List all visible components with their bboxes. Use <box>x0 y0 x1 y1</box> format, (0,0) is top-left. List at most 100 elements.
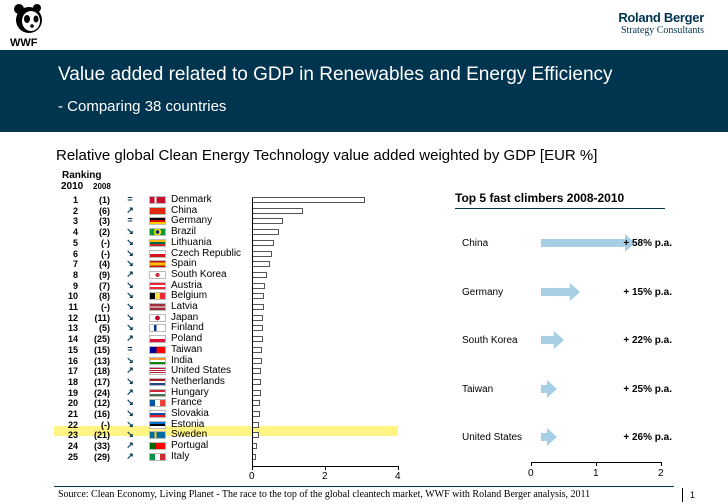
flag-france-icon <box>149 399 166 407</box>
bar <box>252 368 261 374</box>
bar <box>252 336 263 342</box>
rank-2010: 19 <box>67 388 78 398</box>
rank-2008: (-) <box>101 302 110 312</box>
trend-down-icon: ↘ <box>126 290 134 300</box>
rank-2008: (-) <box>101 249 110 259</box>
rank-2008: (5) <box>99 323 110 333</box>
bar <box>252 347 262 353</box>
climber-arrow <box>541 428 557 446</box>
trend-up-icon: ↗ <box>126 387 134 397</box>
climber-country: Germany <box>462 287 504 298</box>
trend-down-icon: ↘ <box>126 248 134 258</box>
rank-2008: (3) <box>99 216 110 226</box>
bar <box>252 400 260 406</box>
flag-denmark-icon <box>149 196 166 204</box>
header-band <box>0 50 728 132</box>
main-chart-baseline <box>252 198 253 466</box>
trend-down-icon: ↘ <box>126 301 134 311</box>
rank-2010: 25 <box>67 452 78 462</box>
trend-down-icon: ↘ <box>126 312 134 322</box>
climbers-rule <box>455 208 665 209</box>
bar <box>252 283 265 289</box>
country-label: Estonia <box>171 419 205 430</box>
flag-slovakia-icon <box>149 410 166 418</box>
country-label: Slovakia <box>171 408 209 419</box>
rank-2008: (6) <box>99 206 110 216</box>
page-title: Value added related to GDP in Renewables… <box>58 64 613 85</box>
x-tick-mark <box>661 462 662 466</box>
flag-italy-icon <box>149 453 166 461</box>
country-label: Czech Republic <box>171 248 242 259</box>
country-label: Belgium <box>171 290 208 301</box>
climber-country: United States <box>462 432 523 443</box>
bar <box>252 261 270 267</box>
country-label: Germany <box>171 215 213 226</box>
bar <box>252 272 267 278</box>
country-label: China <box>171 205 198 216</box>
x-tick-label: 2 <box>322 471 328 482</box>
rank-2008: (24) <box>93 388 110 398</box>
trend-down-icon: ↘ <box>126 429 134 439</box>
bar <box>252 218 283 224</box>
flag-portugal-icon <box>149 442 166 450</box>
flag-estonia-icon <box>149 421 166 429</box>
country-label: Taiwan <box>171 344 203 355</box>
bar <box>252 293 264 299</box>
bar <box>252 197 365 203</box>
flag-usa-icon <box>149 367 166 375</box>
rank-2008: (-) <box>101 420 110 430</box>
country-label: Japan <box>171 312 199 323</box>
rank-2010: 18 <box>67 377 78 387</box>
rank-2010: 5 <box>72 238 78 248</box>
ranking-col-2008: 2008 <box>93 182 111 191</box>
page-subtitle: - Comparing 38 countries <box>58 98 227 115</box>
rank-2010: 21 <box>67 409 78 419</box>
trend-down-icon: ↘ <box>126 376 134 386</box>
rank-2008: (7) <box>99 281 110 291</box>
source-note: Source: Clean Economy, Living Planet - T… <box>58 489 591 500</box>
rank-2010: 17 <box>67 366 78 376</box>
rank-2010: 9 <box>72 281 78 291</box>
flag-finland-icon <box>149 324 166 332</box>
panda-icon <box>14 4 42 33</box>
x-tick-mark <box>596 462 597 466</box>
trend-up-icon: ↗ <box>126 333 134 343</box>
trend-up-icon: ↗ <box>126 365 134 375</box>
rb-subtitle: Strategy Consultants <box>620 25 704 36</box>
trend-down-icon: ↘ <box>126 280 134 290</box>
country-label: India <box>171 355 193 366</box>
flag-netherlands-icon <box>149 378 166 386</box>
trend-up-icon: ↗ <box>126 440 134 450</box>
country-label: France <box>171 397 203 408</box>
climber-arrow <box>541 283 580 301</box>
wwf-text: WWF <box>10 37 38 49</box>
bar <box>252 432 259 438</box>
country-label: Denmark <box>171 194 212 205</box>
climber-rate: + 15% p.a. <box>623 287 672 298</box>
country-label: Italy <box>171 451 190 462</box>
rank-2010: 24 <box>67 441 78 451</box>
rb-name: Roland Berger <box>618 10 704 25</box>
rank-2010: 7 <box>72 259 78 269</box>
rank-2008: (33) <box>93 441 110 451</box>
bar <box>252 251 272 257</box>
trend-down-icon: ↘ <box>126 322 134 332</box>
bar <box>252 240 274 246</box>
climber-country: South Korea <box>462 335 518 346</box>
rank-2010: 15 <box>67 345 78 355</box>
trend-up-icon: ↗ <box>126 269 134 279</box>
trend-down-icon: ↘ <box>126 355 134 365</box>
rank-2008: (13) <box>93 356 110 366</box>
rank-2010: 12 <box>67 313 78 323</box>
bar <box>252 390 261 396</box>
bar <box>252 358 262 364</box>
rank-2008: (17) <box>93 377 110 387</box>
flag-poland-icon <box>149 335 166 343</box>
page-number: 1 <box>690 490 696 500</box>
rank-2010: 6 <box>72 249 78 259</box>
rank-2010: 11 <box>68 302 78 312</box>
rank-2010: 4 <box>72 227 78 237</box>
rank-2010: 14 <box>67 334 78 344</box>
country-label: South Korea <box>171 269 227 280</box>
trend-down-icon: ↘ <box>126 226 134 236</box>
